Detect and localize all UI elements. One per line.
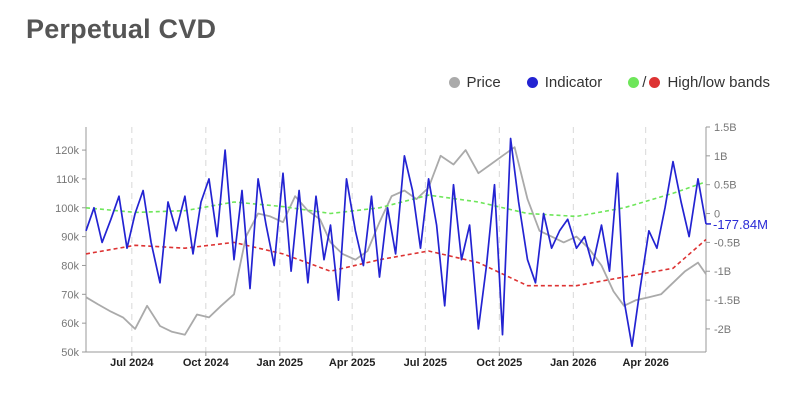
legend-item-indicator[interactable]: Indicator	[526, 74, 603, 91]
low-band-legend-marker	[649, 77, 661, 88]
right-tick-label: 0	[714, 209, 720, 221]
x-tick-label: Jul 2025	[404, 357, 447, 369]
right-tick-label: -0.5B	[714, 237, 740, 249]
legend-item-bands[interactable]: / High/low bands	[628, 74, 770, 91]
x-axis: Jul 2024 Oct 2024 Jan 2025 Apr 2025 Jul 2025…	[86, 351, 706, 369]
grid-lines	[131, 127, 647, 352]
bands-legend-markers: /	[628, 74, 661, 91]
bands-legend-slash: /	[642, 74, 647, 91]
left-tick-label: 100k	[55, 203, 79, 215]
indicator-line	[85, 137, 707, 348]
x-tick-label: Jan 2025	[257, 357, 303, 369]
legend-label-bands: High/low bands	[667, 74, 770, 91]
price-line	[85, 146, 707, 336]
high-band-line	[85, 181, 707, 218]
left-tick-label: 50k	[61, 347, 79, 359]
right-y-axis: 1.5B 1B 0.5B 0 -0.5B -1B -1.5B -2B	[705, 122, 740, 352]
right-tick-label: -1.5B	[714, 295, 740, 307]
right-tick-label: 1.5B	[714, 122, 737, 134]
left-tick-label: 120k	[55, 145, 79, 157]
chart-title: Perpetual CVD	[26, 14, 217, 44]
high-band-legend-marker	[628, 77, 640, 88]
legend-label-indicator: Indicator	[544, 74, 603, 91]
x-tick-label: Oct 2025	[476, 357, 522, 369]
left-tick-label: 110k	[56, 174, 80, 186]
x-tick-label: Jan 2026	[550, 357, 596, 369]
legend-label-price: Price	[466, 74, 501, 91]
indicator-legend-marker	[526, 77, 538, 88]
low-band-line	[85, 238, 707, 287]
left-tick-label: 70k	[61, 289, 79, 301]
right-tick-label: -1B	[714, 266, 731, 278]
chart-legend: Price Indicator / High/low bands	[448, 74, 770, 91]
last-value-label: -177.84M	[713, 217, 768, 232]
left-tick-label: 60k	[61, 318, 79, 330]
series-layer	[85, 137, 707, 348]
x-tick-label: Oct 2024	[183, 357, 230, 369]
right-tick-label: 0.5B	[714, 180, 737, 192]
price-legend-marker	[448, 77, 460, 88]
x-tick-label: Apr 2026	[622, 357, 668, 369]
legend-item-price[interactable]: Price	[448, 74, 501, 91]
left-tick-label: 80k	[61, 260, 79, 272]
left-y-axis: 120k 110k 100k 90k 80k 70k 60k 50k	[55, 127, 87, 359]
left-tick-label: 90k	[61, 232, 79, 244]
x-tick-label: Jul 2024	[110, 357, 154, 369]
right-tick-label: -2B	[714, 324, 731, 336]
right-tick-label: 1B	[714, 151, 727, 163]
last-value-marker: -177.84M	[706, 217, 768, 232]
x-tick-label: Apr 2025	[329, 357, 375, 369]
